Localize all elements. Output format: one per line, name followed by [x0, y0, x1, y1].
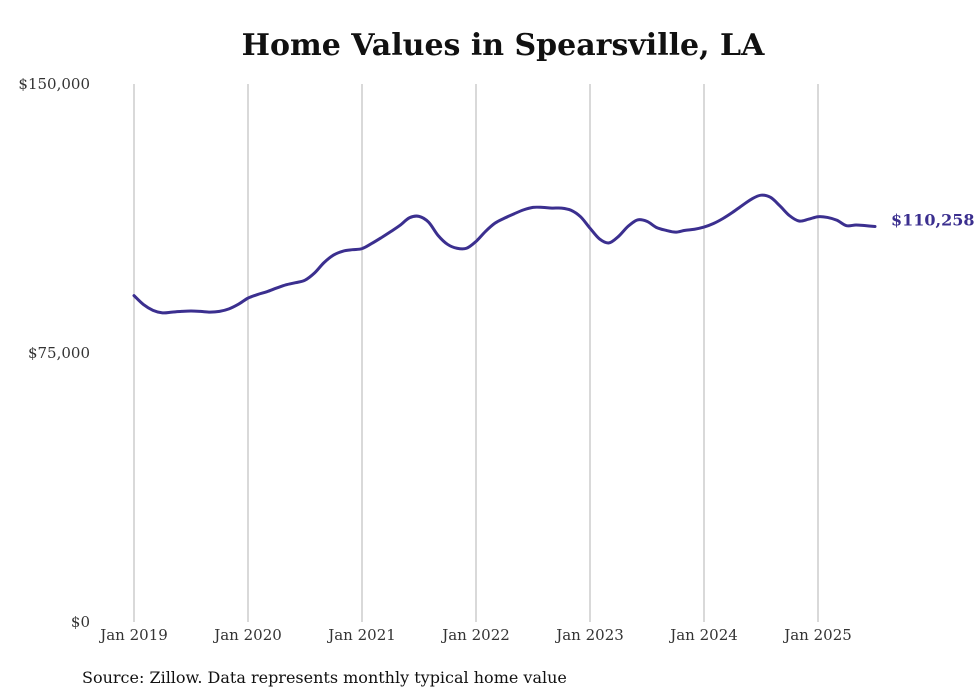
data-point	[702, 225, 706, 229]
data-point	[531, 205, 535, 209]
data-point	[170, 310, 174, 314]
data-point	[427, 220, 431, 224]
data-point	[854, 223, 858, 227]
x-tick-label: Jan 2023	[554, 626, 624, 644]
data-point	[446, 242, 450, 246]
data-point	[246, 296, 250, 300]
data-point	[265, 290, 269, 294]
data-point	[835, 218, 839, 222]
data-point	[360, 247, 364, 251]
x-tick-label: Jan 2022	[440, 626, 510, 644]
data-point	[284, 283, 288, 287]
data-point	[674, 230, 678, 234]
data-point	[759, 193, 763, 197]
data-point	[826, 215, 830, 219]
data-point	[142, 303, 146, 307]
data-point	[588, 226, 592, 230]
data-point	[351, 248, 355, 252]
data-point	[816, 215, 820, 219]
data-point	[617, 234, 621, 238]
data-point	[474, 239, 478, 243]
data-point	[550, 206, 554, 210]
data-point	[332, 253, 336, 257]
data-point	[541, 205, 545, 209]
x-tick-label: Jan 2025	[782, 626, 852, 644]
data-point	[788, 214, 792, 218]
data-point	[740, 204, 744, 208]
data-point	[522, 208, 526, 212]
y-axis-ticks: $0 $75,000 $150,000	[18, 75, 90, 631]
y-tick-label: $150,000	[18, 75, 90, 93]
data-point	[484, 229, 488, 233]
data-point	[778, 204, 782, 208]
data-point	[873, 225, 877, 229]
data-point	[560, 206, 564, 210]
data-point	[161, 311, 165, 315]
data-point	[493, 221, 497, 225]
data-point	[693, 227, 697, 231]
data-point	[807, 217, 811, 221]
data-point	[797, 219, 801, 223]
end-label-layer: $110,258	[891, 211, 975, 230]
data-point	[845, 224, 849, 228]
data-point	[465, 246, 469, 250]
data-point	[322, 261, 326, 265]
data-point	[598, 237, 602, 241]
x-axis-ticks: Jan 2019 Jan 2020 Jan 2021 Jan 2022 Jan 2023…	[98, 626, 852, 644]
data-point	[512, 212, 516, 216]
data-point	[626, 224, 630, 228]
data-point	[199, 309, 203, 313]
data-point	[303, 278, 307, 282]
x-tick-label: Jan 2019	[98, 626, 168, 644]
data-point	[132, 294, 136, 298]
data-point	[579, 215, 583, 219]
data-point	[721, 217, 725, 221]
data-point	[275, 286, 279, 290]
data-point	[436, 233, 440, 237]
x-tick-label: Jan 2021	[326, 626, 396, 644]
data-point	[218, 309, 222, 313]
x-tick-label: Jan 2020	[212, 626, 282, 644]
end-value-label: $110,258	[891, 211, 975, 230]
y-tick-label: $0	[71, 613, 90, 631]
data-point	[645, 219, 649, 223]
data-point	[227, 307, 231, 311]
data-point	[379, 236, 383, 240]
source-note: Source: Zillow. Data represents monthly …	[82, 668, 567, 687]
series-layer	[132, 193, 877, 315]
data-point	[712, 222, 716, 226]
data-point	[294, 281, 298, 285]
data-point	[655, 225, 659, 229]
data-point	[151, 308, 155, 312]
data-point	[569, 208, 573, 212]
y-tick-label: $75,000	[28, 344, 90, 362]
data-point	[503, 216, 507, 220]
data-point	[389, 230, 393, 234]
data-point	[607, 241, 611, 245]
data-point	[341, 249, 345, 253]
data-point	[256, 293, 260, 297]
data-point	[408, 216, 412, 220]
data-point	[636, 218, 640, 222]
data-point	[398, 223, 402, 227]
data-point	[864, 224, 868, 228]
data-point	[189, 309, 193, 313]
data-point	[750, 197, 754, 201]
data-point	[683, 228, 687, 232]
data-point	[664, 228, 668, 232]
data-point	[417, 214, 421, 218]
data-point	[313, 271, 317, 275]
data-point	[455, 246, 459, 250]
data-point	[208, 310, 212, 314]
x-tick-label: Jan 2024	[668, 626, 738, 644]
chart-title: Home Values in Spearsville, LA	[241, 28, 765, 63]
data-point	[370, 242, 374, 246]
series-line	[132, 193, 877, 315]
data-point	[180, 309, 184, 313]
data-point	[769, 195, 773, 199]
grid-lines	[133, 84, 819, 622]
data-point	[731, 210, 735, 214]
data-point	[237, 302, 241, 306]
